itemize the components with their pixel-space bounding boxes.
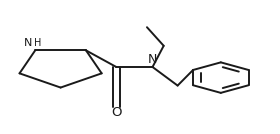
Text: N: N: [24, 38, 32, 48]
Text: N: N: [148, 53, 157, 66]
Text: O: O: [111, 106, 122, 119]
Text: H: H: [34, 38, 42, 48]
